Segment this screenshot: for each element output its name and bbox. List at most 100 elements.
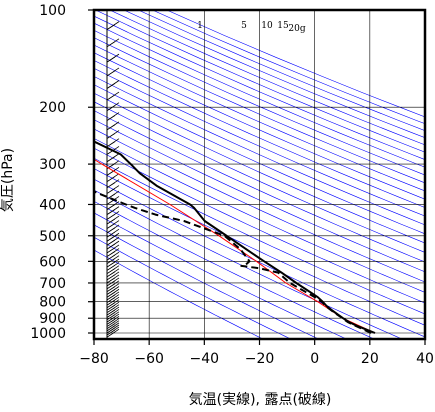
dry-adiabat-line xyxy=(94,15,425,160)
wind-barb-feather xyxy=(106,236,116,242)
dry-adiabat-line xyxy=(94,147,425,304)
wind-barb-feather xyxy=(106,258,116,264)
wind-barb-feather xyxy=(106,223,116,229)
x-axis-ticks: −80 −60 −40 −20 0 20 40 xyxy=(79,339,434,367)
dry-adiabat-line xyxy=(94,84,425,235)
dry-adiabat-line xyxy=(94,92,425,244)
dry-adiabat-line xyxy=(94,52,425,200)
wind-barb-feather xyxy=(106,329,116,336)
mixing-ratio-label: 15 xyxy=(277,21,289,31)
dry-adiabat-line xyxy=(94,60,425,208)
wind-barb-feather xyxy=(106,309,116,316)
wind-barb-feather xyxy=(106,321,116,327)
x-tick-label: 0 xyxy=(310,351,319,367)
y-tick-label: 700 xyxy=(39,276,66,292)
dewpoint-profile-line xyxy=(94,190,372,334)
dry-adiabat-line xyxy=(94,76,425,226)
wind-barb-feather xyxy=(106,124,116,131)
wind-barb-feather xyxy=(106,218,116,225)
wind-barb-feather xyxy=(106,312,116,318)
y-axis-title: 気圧(hPa) xyxy=(0,148,16,212)
wind-barb-feather xyxy=(106,261,116,268)
mixing-ratio-label: 10 xyxy=(261,21,273,31)
wind-barb-feather xyxy=(106,280,116,287)
wind-barb-feather xyxy=(106,299,116,306)
y-tick-label: 200 xyxy=(39,100,66,116)
wind-barb-feather xyxy=(106,291,116,298)
y-tick-label: 100 xyxy=(39,3,66,19)
dry-adiabat-line xyxy=(94,157,425,315)
wind-barb-feather xyxy=(106,283,116,290)
wind-barb-feather xyxy=(106,94,116,101)
wind-barb-feather xyxy=(106,193,116,200)
wind-barb-feather xyxy=(106,247,116,254)
x-axis-title: 気温(実線), 露点(破線) xyxy=(189,392,332,408)
wind-barb-feather xyxy=(106,331,116,338)
wind-barb-feather xyxy=(106,243,116,250)
wind-barb-feather xyxy=(106,304,116,311)
wind-barb-feather xyxy=(106,83,116,89)
wind-barb-feather xyxy=(106,70,116,77)
dry-adiabat-line xyxy=(94,119,425,273)
y-tick-label: 600 xyxy=(39,254,66,270)
wind-barb-feather xyxy=(106,316,116,323)
wind-barb-feather xyxy=(106,289,116,295)
wind-barb-feather xyxy=(106,277,116,284)
x-tick-label: −80 xyxy=(79,351,109,367)
y-tick-label: 800 xyxy=(39,295,66,311)
dry-adiabat-lines xyxy=(94,10,425,339)
dry-adiabat-line xyxy=(94,138,425,293)
y-tick-label: 1000 xyxy=(30,326,66,342)
wind-barb-feather xyxy=(106,319,116,325)
y-tick-label: 400 xyxy=(39,197,66,213)
wind-barb-feather xyxy=(106,56,116,63)
wind-barb-feather xyxy=(106,271,116,278)
wind-barb-feather xyxy=(106,115,116,121)
dry-adiabat-line xyxy=(94,37,425,184)
dry-adiabat-line xyxy=(94,44,425,192)
wind-barb-feather xyxy=(106,327,116,334)
wind-barb-feather xyxy=(106,105,116,111)
wind-barb-feather xyxy=(106,314,116,321)
x-tick-label: −40 xyxy=(190,351,220,367)
wind-barb-feather xyxy=(106,302,116,308)
wind-barb-feather xyxy=(106,133,116,139)
mixing-ratio-labels: 1 5 10 15 20g xyxy=(197,21,306,34)
y-tick-label: 500 xyxy=(39,229,66,245)
dry-adiabat-line xyxy=(94,29,425,176)
wind-barb-feather xyxy=(106,141,116,147)
wind-barb-feather xyxy=(106,323,116,329)
dry-adiabat-line xyxy=(94,110,425,263)
wind-barb-feather xyxy=(106,254,116,261)
dry-adiabat-line xyxy=(95,10,425,153)
dry-adiabat-line xyxy=(109,10,425,146)
wind-barb-feather xyxy=(106,214,116,220)
profile-lines xyxy=(94,140,376,334)
wind-barb-feather xyxy=(106,182,116,188)
x-tick-label: 20 xyxy=(361,351,379,367)
wind-barb-feather xyxy=(106,231,116,238)
dry-adiabat-line xyxy=(94,67,425,217)
wind-barb-feather xyxy=(106,176,116,182)
dry-adiabat-line xyxy=(94,101,425,253)
wind-barb-feather xyxy=(106,41,116,48)
wind-barb-feather xyxy=(106,297,116,303)
wind-barb-feather xyxy=(106,274,116,281)
temperature-profile-line xyxy=(94,140,376,334)
wind-barb-feather xyxy=(106,209,116,215)
x-tick-label: −60 xyxy=(134,351,164,367)
y-tick-label: 900 xyxy=(39,311,66,327)
wind-barb-feather xyxy=(106,251,116,257)
dry-adiabat-line xyxy=(94,22,425,168)
mixing-ratio-label: 20g xyxy=(288,24,305,34)
wind-barb-feather xyxy=(106,265,116,271)
x-tick-label: 40 xyxy=(416,351,434,367)
wind-barb-feather xyxy=(106,325,116,332)
wind-barb-feather xyxy=(106,294,116,301)
x-tick-label: −20 xyxy=(245,351,275,367)
wind-barb-feather xyxy=(106,204,116,210)
wind-barb-feather xyxy=(106,188,116,194)
wind-barb-feather xyxy=(106,227,116,234)
